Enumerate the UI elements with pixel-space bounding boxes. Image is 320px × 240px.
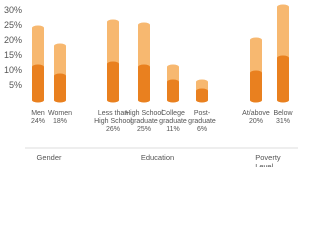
bar [250, 70, 262, 103]
bar [167, 79, 179, 103]
y-tick-label: 15% [3, 50, 22, 60]
x-tick-label: At/above [242, 110, 270, 117]
chart: 5% 10% 15% 20% 25% 30% Men 24% Women 18% Less than… [3, 4, 298, 167]
plot [23, 4, 298, 149]
bar [138, 64, 150, 103]
x-tick-label: Less than High School [94, 110, 132, 125]
bar [32, 64, 44, 103]
x-tick-label: College graduate [159, 110, 187, 125]
x-tick-label: Women [48, 110, 72, 117]
value-label: 25% [136, 126, 152, 133]
group-label: Poverty Level [255, 153, 281, 167]
group-label: Gender [36, 153, 62, 162]
x-tick-label: Below [273, 110, 293, 117]
y-tick-label: 10% [3, 65, 22, 75]
x-tick-label: Men [31, 110, 45, 117]
group-label: Education [140, 153, 175, 162]
bar [54, 73, 66, 103]
x-tick-label: Post- graduate [188, 110, 216, 125]
value-label: 31% [275, 118, 291, 125]
value-label: 24% [30, 118, 46, 125]
bar [107, 61, 119, 103]
value-label: 20% [248, 118, 264, 125]
bar [277, 55, 289, 103]
y-tick-label: 20% [3, 35, 22, 45]
y-tick-label: 30% [3, 5, 22, 15]
value-label: 6% [196, 126, 208, 133]
y-tick-label: 25% [3, 20, 22, 30]
value-label: 26% [105, 126, 121, 133]
value-label: 11% [166, 126, 180, 133]
value-label: 18% [52, 118, 68, 125]
x-tick-label: High School graduate [125, 110, 163, 125]
bar [196, 88, 208, 103]
y-tick-label: 5% [8, 80, 22, 90]
